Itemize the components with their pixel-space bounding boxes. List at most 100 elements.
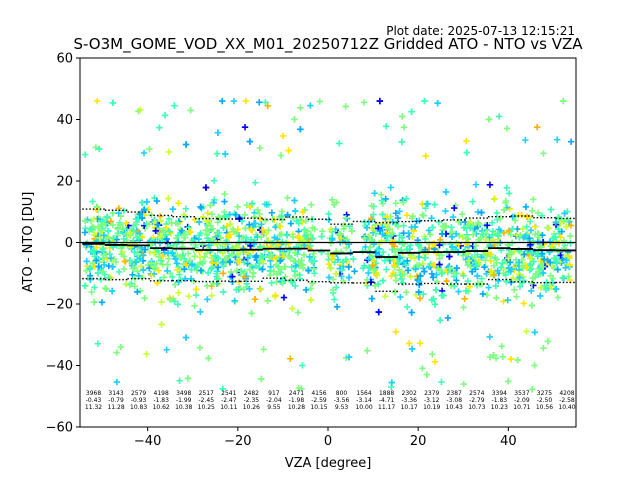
scatter-point (237, 270, 244, 277)
scatter-point (122, 280, 130, 288)
scatter-point (505, 227, 513, 234)
scatter-point (158, 298, 165, 306)
scatter-point (247, 236, 255, 243)
scatter-point (428, 270, 436, 277)
scatter-point (348, 227, 356, 235)
scatter-point (81, 282, 89, 289)
scatter-point (558, 228, 565, 235)
scatter-point (113, 378, 121, 386)
scatter-point (474, 251, 481, 258)
scatter-point (497, 264, 505, 271)
scatter-point (275, 269, 283, 276)
scatter-point (338, 266, 346, 274)
scatter-points (81, 97, 575, 393)
bin-mean-label: -4.71 (379, 397, 395, 404)
scatter-point (250, 240, 258, 248)
scatter-point (141, 294, 148, 302)
scatter-point (210, 177, 218, 184)
scatter-point (249, 247, 257, 255)
scatter-point (566, 261, 573, 269)
scatter-point (365, 256, 372, 263)
scatter-point (506, 190, 513, 197)
y-tick-label: −20 (46, 298, 73, 313)
scatter-point (360, 99, 368, 106)
scatter-point (490, 271, 497, 279)
scatter-point (256, 256, 264, 263)
bin-std-label: 10.17 (401, 404, 418, 411)
scatter-point (337, 235, 345, 242)
scatter-point (379, 224, 386, 231)
scatter-point (126, 257, 134, 264)
bin-std-label: 10.15 (310, 404, 327, 411)
scatter-point (395, 259, 402, 266)
scatter-point (100, 232, 108, 239)
scatter-point (259, 266, 266, 273)
scatter-point (164, 261, 171, 268)
scatter-point (448, 233, 456, 241)
bin-mean-label: -2.04 (266, 397, 282, 404)
scatter-point (162, 231, 169, 239)
scatter-point (343, 211, 350, 219)
scatter-point (236, 238, 243, 246)
scatter-point (140, 252, 147, 259)
scatter-point (196, 344, 204, 351)
scatter-point (228, 251, 236, 258)
scatter-point (94, 269, 102, 277)
scatter-point (527, 255, 534, 262)
scatter-point (503, 184, 511, 191)
scatter-point (221, 190, 228, 198)
scatter-point (163, 346, 170, 353)
scatter-point (120, 265, 128, 273)
scatter-point (425, 245, 433, 252)
scatter-point (298, 257, 305, 264)
bin-count-label: 2579 (131, 390, 146, 397)
scatter-point (502, 199, 509, 207)
scatter-point (444, 314, 452, 322)
bin-statistics: 3968-0.4311.323143-0.7911.282579-0.9310.… (85, 390, 576, 411)
scatter-point (299, 208, 307, 216)
scatter-point (405, 230, 412, 237)
scatter-point (508, 266, 515, 273)
scatter-point (533, 250, 540, 258)
scatter-point (165, 195, 172, 202)
scatter-point (93, 244, 100, 251)
scatter-point (258, 233, 265, 241)
scatter-point (411, 223, 419, 231)
plot-date-label: Plot date: 2025-07-13 12:15:21 (386, 24, 575, 38)
scatter-point (428, 296, 435, 304)
scatter-point (443, 277, 450, 285)
scatter-point (161, 112, 169, 119)
scatter-point (252, 254, 259, 261)
y-tick-label: 40 (56, 113, 73, 128)
scatter-point (87, 264, 94, 271)
scatter-point (136, 230, 143, 237)
scatter-point (117, 343, 124, 351)
scatter-point (471, 246, 478, 254)
scatter-point (295, 233, 302, 240)
scatter-point (396, 254, 404, 262)
scatter-point (277, 152, 285, 159)
scatter-point (514, 356, 521, 364)
scatter-point (495, 113, 503, 120)
scatter-point (529, 274, 537, 282)
scatter-point (260, 346, 267, 353)
scatter-point (266, 271, 274, 279)
scatter-point (567, 240, 574, 247)
scatter-point (544, 338, 552, 345)
scatter-point (487, 250, 495, 258)
scatter-point (173, 260, 181, 267)
scatter-point (408, 345, 416, 353)
scatter-point (291, 267, 298, 275)
scatter-point (485, 116, 493, 123)
scatter-point (273, 261, 280, 268)
bin-std-label: 10.28 (288, 404, 305, 411)
scatter-point (257, 215, 264, 223)
scatter-point (528, 249, 535, 256)
scatter-point (102, 285, 109, 292)
scatter-point (334, 256, 342, 263)
scatter-point (463, 137, 470, 145)
scatter-point (147, 259, 155, 266)
bin-count-label: 1564 (356, 390, 371, 397)
scatter-point (397, 293, 404, 301)
scatter-point (513, 293, 520, 300)
